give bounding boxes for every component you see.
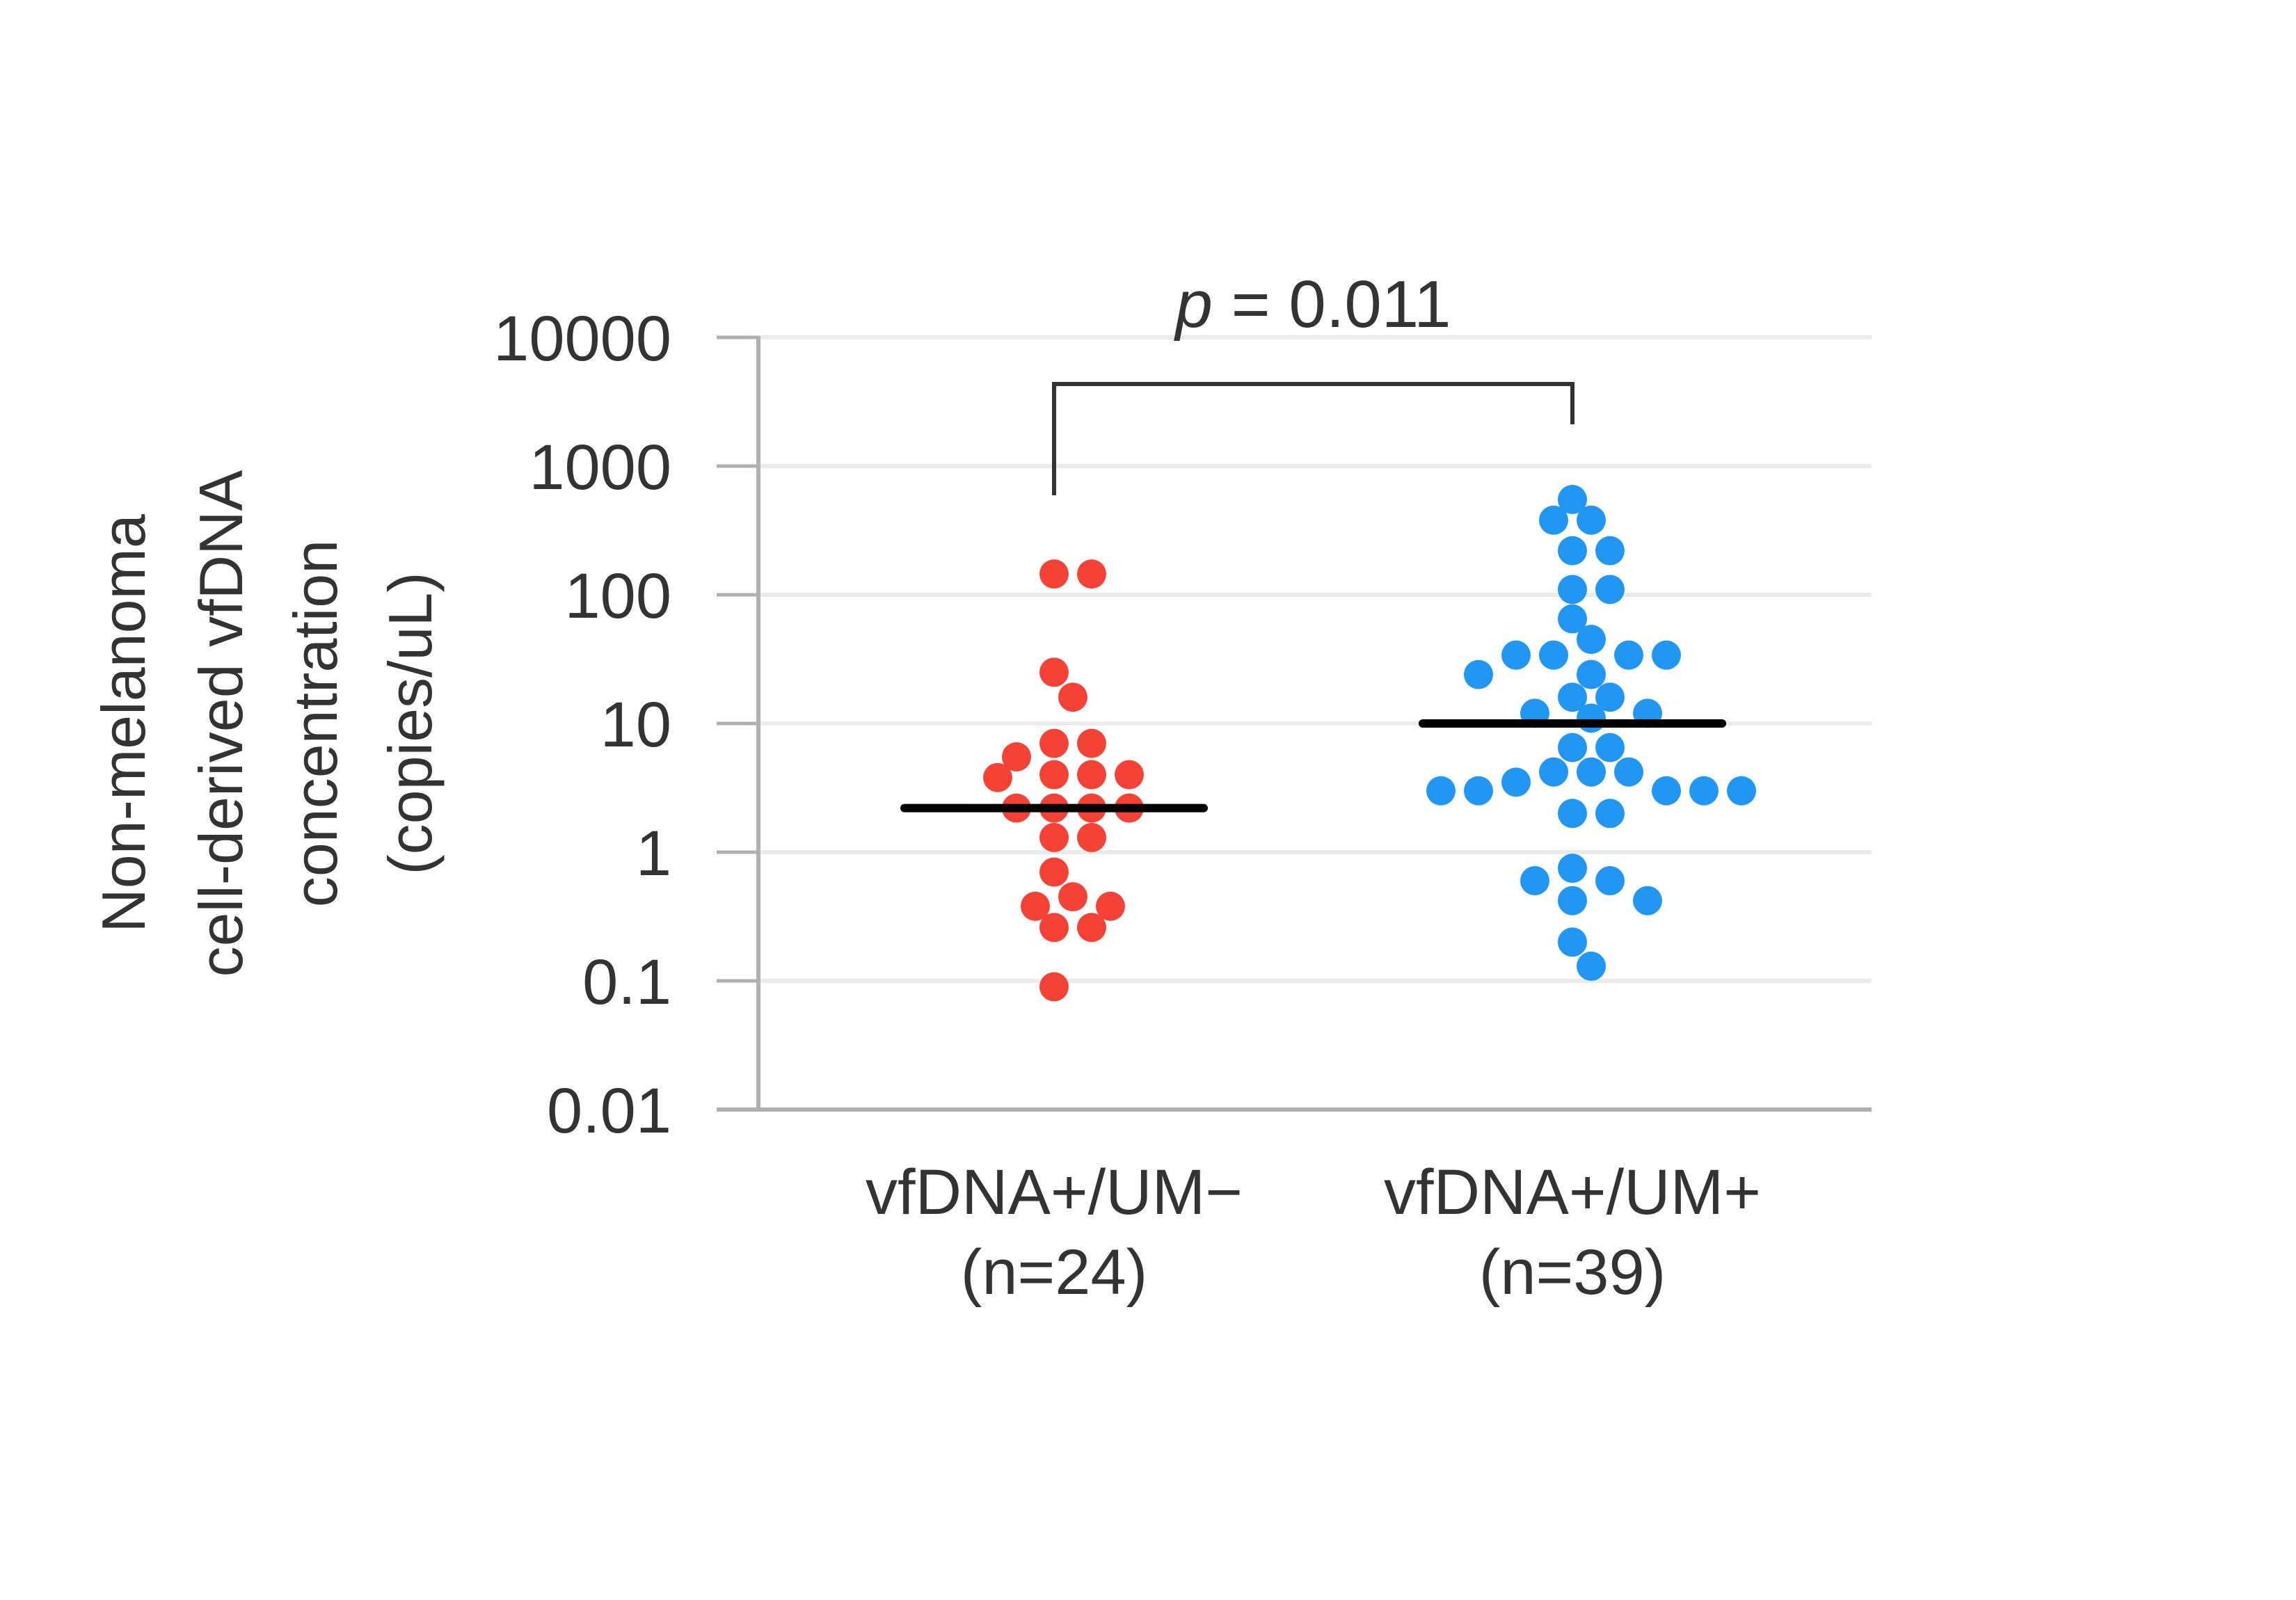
y-axis-title: Non-melanoma cell-derived vfDNA concentrat… — [89, 470, 445, 977]
data-point — [1077, 760, 1106, 790]
data-point — [1595, 575, 1625, 605]
data-point — [1577, 505, 1606, 535]
data-point — [1039, 913, 1069, 943]
x-category-count: (n=24) — [961, 1237, 1148, 1308]
data-point — [1558, 536, 1587, 566]
y-axis-title-line: (copies/uL) — [376, 572, 445, 874]
data-point — [1058, 682, 1087, 712]
bracket-line — [1052, 382, 1574, 495]
y-tick-label: 10000 — [493, 303, 671, 374]
p-value-number: = 0.011 — [1213, 267, 1451, 342]
y-tick-label: 1 — [636, 818, 671, 889]
data-point — [1633, 886, 1662, 915]
data-point — [1077, 913, 1106, 943]
data-point — [1039, 559, 1069, 589]
y-axis-title-line: Non-melanoma — [89, 514, 158, 933]
p-value-symbol: p — [1174, 267, 1213, 342]
x-category-labels: vfDNA+/UM− (n=24) vfDNA+/UM+ (n=39) — [866, 1157, 1761, 1308]
data-point — [1614, 640, 1643, 670]
data-point — [1464, 659, 1493, 689]
data-point — [1039, 657, 1069, 687]
data-point — [1002, 742, 1031, 772]
y-tick-label: 0.01 — [547, 1075, 671, 1146]
data-point — [1689, 776, 1719, 806]
data-point — [1539, 757, 1568, 787]
data-point — [1577, 757, 1606, 787]
y-tick-label: 10 — [600, 689, 671, 760]
data-point — [1039, 822, 1069, 852]
data-point — [1039, 728, 1069, 758]
data-point — [983, 762, 1012, 792]
x-category-label: vfDNA+/UM− — [866, 1157, 1243, 1228]
data-point — [1558, 604, 1587, 634]
axes — [717, 335, 1872, 1112]
data-point — [1520, 866, 1549, 896]
data-point — [1077, 559, 1106, 589]
data-point — [1595, 682, 1625, 712]
data-point — [1558, 575, 1587, 605]
data-point — [1021, 891, 1050, 921]
p-value-label: p = 0.011 — [1174, 267, 1451, 342]
y-axis-label: Non-melanoma cell-derived vfDNA concentrat… — [89, 470, 445, 977]
median-lines — [900, 719, 1726, 813]
data-point — [1577, 659, 1606, 689]
significance-bracket: p = 0.011 — [1052, 267, 1574, 495]
y-tick-label: 0.1 — [582, 947, 671, 1018]
data-point — [1426, 776, 1456, 806]
data-point — [1501, 767, 1531, 797]
data-point — [1595, 866, 1625, 896]
y-tick-labels: 10000 1000 100 10 1 0.1 0.01 — [493, 303, 671, 1146]
data-point — [1558, 886, 1587, 915]
data-point — [1464, 776, 1493, 806]
y-tick-label: 100 — [565, 561, 672, 632]
data-point — [1577, 703, 1606, 733]
data-point — [1058, 882, 1087, 912]
data-point — [1558, 854, 1587, 883]
x-category-count: (n=39) — [1479, 1237, 1666, 1308]
data-point — [1077, 728, 1106, 758]
data-point — [1652, 776, 1681, 806]
data-point — [1501, 640, 1531, 670]
data-point — [1077, 822, 1106, 852]
data-point — [1539, 505, 1568, 535]
y-tick-label: 1000 — [529, 432, 671, 503]
y-axis-title-line: cell-derived vfDNA — [186, 470, 255, 977]
data-point — [1577, 951, 1606, 981]
data-point — [1558, 682, 1587, 712]
data-point — [1039, 972, 1069, 1002]
grid-lines — [758, 335, 1872, 983]
data-point — [1558, 733, 1587, 762]
data-points — [983, 485, 1756, 1002]
data-point — [1039, 760, 1069, 790]
data-point — [1595, 733, 1625, 762]
data-point — [1096, 891, 1125, 921]
data-point — [1558, 485, 1587, 515]
data-point — [1539, 640, 1568, 670]
data-point — [1558, 927, 1587, 957]
data-point — [1115, 760, 1144, 790]
x-category-label: vfDNA+/UM+ — [1384, 1157, 1761, 1228]
data-point — [1614, 757, 1643, 787]
data-point — [1039, 857, 1069, 887]
data-point — [1577, 625, 1606, 655]
data-point — [1595, 799, 1625, 829]
data-point — [1558, 799, 1587, 829]
data-point — [1652, 640, 1681, 670]
data-point — [1727, 776, 1756, 806]
y-axis-title-line: concentration — [281, 540, 350, 907]
data-point — [1595, 536, 1625, 566]
